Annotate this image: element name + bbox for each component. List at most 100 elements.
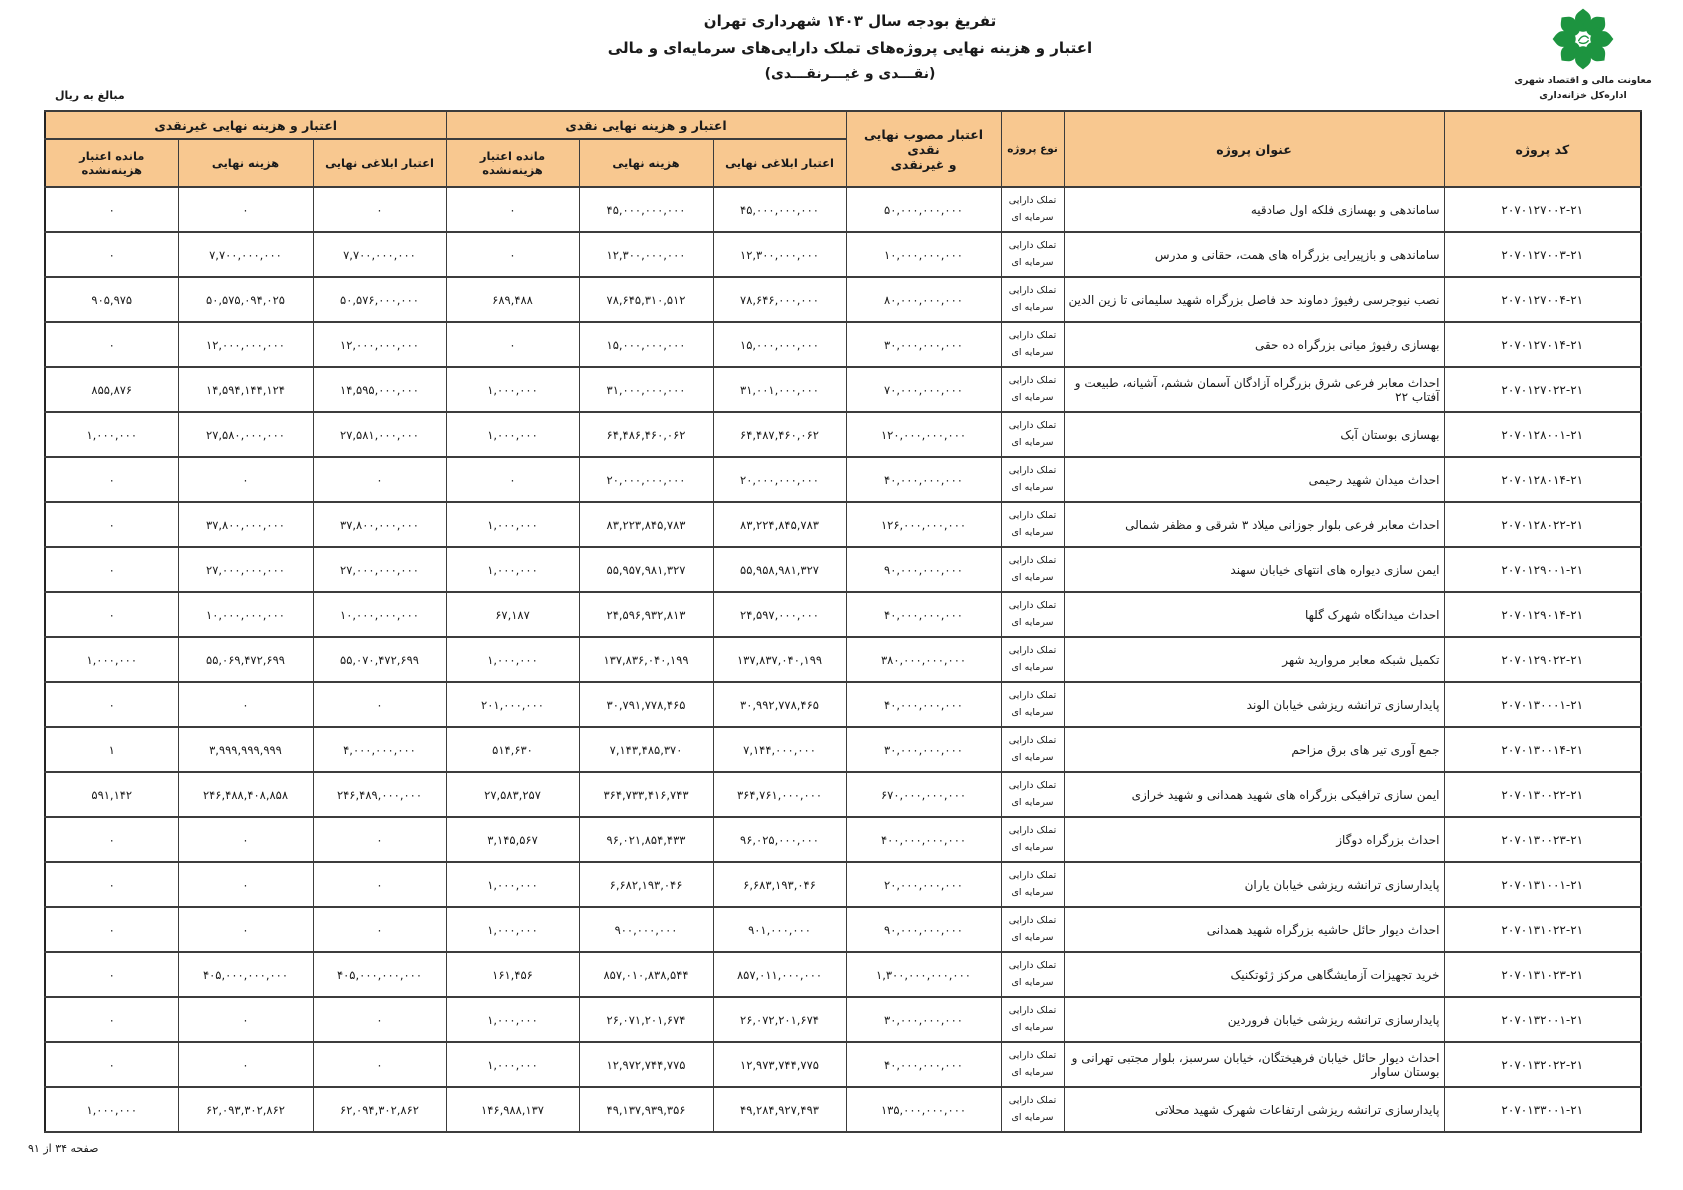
noncash-cost-cell: ۰ <box>177 186 314 233</box>
cash-allocated-cell: ۸۳,۲۲۴,۸۴۵,۷۸۳ <box>712 501 847 548</box>
cash-remaining-cell: ۱۶۱,۴۵۶ <box>445 951 580 998</box>
cash-allocated-cell: ۱۵,۰۰۰,۰۰۰,۰۰۰ <box>712 321 847 368</box>
noncash-allocated-cell: ۳۷,۸۰۰,۰۰۰,۰۰۰ <box>312 501 447 548</box>
cash-remaining-cell: ۶۸۹,۴۸۸ <box>445 276 580 323</box>
cash-cost-cell: ۱۵,۰۰۰,۰۰۰,۰۰۰ <box>578 321 714 368</box>
cash-remaining-cell: ۱,۰۰۰,۰۰۰ <box>445 501 580 548</box>
table-body: ۲۰۷۰۱۲۷۰۰۲-۲۱ ساماندهی و بهسازی فلکه اول… <box>44 186 1642 1133</box>
header-project-type: نوع پروژه <box>1000 110 1065 188</box>
cash-allocated-cell: ۱۲,۳۰۰,۰۰۰,۰۰۰ <box>712 231 847 278</box>
cash-remaining-cell: ۱,۰۰۰,۰۰۰ <box>445 906 580 953</box>
project-row: ۲۰۷۰۱۲۹۰۱۴-۲۱ احداث میدانگاه شهرک گلها ت… <box>44 591 1642 638</box>
noncash-remaining-cell: ۰ <box>44 321 179 368</box>
approved-credit-cell: ۱۲۰,۰۰۰,۰۰۰,۰۰۰ <box>845 411 1002 458</box>
cash-cost-cell: ۹۰۰,۰۰۰,۰۰۰ <box>578 906 714 953</box>
cash-allocated-cell: ۲۶,۰۷۲,۲۰۱,۶۷۴ <box>712 996 847 1043</box>
approved-credit-cell: ۲۰,۰۰۰,۰۰۰,۰۰۰ <box>845 861 1002 908</box>
approved-credit-cell: ۵۰,۰۰۰,۰۰۰,۰۰۰ <box>845 186 1002 233</box>
header-noncash-unspent-remaining: مانده اعتبار هزینه‌نشده <box>44 138 179 188</box>
approved-credit-cell: ۹۰,۰۰۰,۰۰۰,۰۰۰ <box>845 546 1002 593</box>
project-row: ۲۰۷۰۱۳۲۰۲۲-۲۱ احداث دیوار حائل خیابان فر… <box>44 1041 1642 1088</box>
cash-allocated-cell: ۸۵۷,۰۱۱,۰۰۰,۰۰۰ <box>712 951 847 998</box>
approved-credit-cell: ۱۰,۰۰۰,۰۰۰,۰۰۰ <box>845 231 1002 278</box>
noncash-cost-cell: ۲۴۶,۴۸۸,۴۰۸,۸۵۸ <box>177 771 314 818</box>
project-type-line2: سرمایه ای <box>1011 1066 1054 1078</box>
project-row: ۲۰۷۰۱۲۷۰۰۴-۲۱ نصب نیوجرسی رفیوژ دماوند ح… <box>44 276 1642 323</box>
project-type-cell: تملک دارایی سرمایه ای <box>1000 726 1065 773</box>
project-row: ۲۰۷۰۱۲۷۰۰۳-۲۱ ساماندهی و بازپیرایی بزرگر… <box>44 231 1642 278</box>
noncash-cost-cell: ۲۷,۰۰۰,۰۰۰,۰۰۰ <box>177 546 314 593</box>
project-type-line2: سرمایه ای <box>1011 796 1054 808</box>
noncash-cost-cell: ۰ <box>177 861 314 908</box>
noncash-cost-cell: ۱۴,۵۹۴,۱۴۴,۱۲۴ <box>177 366 314 413</box>
cash-remaining-cell: ۱۴۶,۹۸۸,۱۳۷ <box>445 1086 580 1133</box>
project-type-line2: سرمایه ای <box>1011 976 1054 988</box>
cash-remaining-cell: ۶۷,۱۸۷ <box>445 591 580 638</box>
project-type-cell: تملک دارایی سرمایه ای <box>1000 591 1065 638</box>
noncash-allocated-cell: ۰ <box>312 1041 447 1088</box>
cash-cost-cell: ۳۰,۷۹۱,۷۷۸,۴۶۵ <box>578 681 714 728</box>
cash-remaining-cell: ۱,۰۰۰,۰۰۰ <box>445 636 580 683</box>
noncash-allocated-cell: ۶۲,۰۹۴,۳۰۲,۸۶۲ <box>312 1086 447 1133</box>
project-type-line2: سرمایه ای <box>1011 346 1054 358</box>
project-row: ۲۰۷۰۱۳۱۰۰۱-۲۱ پایدارسازی ترانشه ریزشی خی… <box>44 861 1642 908</box>
noncash-allocated-cell: ۴۰۵,۰۰۰,۰۰۰,۰۰۰ <box>312 951 447 998</box>
noncash-remaining-cell: ۰ <box>44 906 179 953</box>
project-code-cell: ۲۰۷۰۱۳۱۰۰۱-۲۱ <box>1443 861 1642 908</box>
project-type-line2: سرمایه ای <box>1011 436 1054 448</box>
cash-allocated-cell: ۲۰,۰۰۰,۰۰۰,۰۰۰ <box>712 456 847 503</box>
noncash-cost-cell: ۳,۹۹۹,۹۹۹,۹۹۹ <box>177 726 314 773</box>
cash-cost-cell: ۶۴,۴۸۶,۴۶۰,۰۶۲ <box>578 411 714 458</box>
project-code-cell: ۲۰۷۰۱۳۲۰۰۱-۲۱ <box>1443 996 1642 1043</box>
cash-cost-cell: ۷,۱۴۳,۴۸۵,۳۷۰ <box>578 726 714 773</box>
project-type-cell: تملک دارایی سرمایه ای <box>1000 546 1065 593</box>
noncash-allocated-cell: ۱۴,۵۹۵,۰۰۰,۰۰۰ <box>312 366 447 413</box>
cash-allocated-cell: ۶,۶۸۳,۱۹۳,۰۴۶ <box>712 861 847 908</box>
cash-cost-cell: ۸۵۷,۰۱۰,۸۳۸,۵۴۴ <box>578 951 714 998</box>
project-type-line2: سرمایه ای <box>1011 526 1054 538</box>
cash-allocated-cell: ۱۲,۹۷۳,۷۴۴,۷۷۵ <box>712 1041 847 1088</box>
project-type-cell: تملک دارایی سرمایه ای <box>1000 996 1065 1043</box>
approved-credit-cell: ۱۳۵,۰۰۰,۰۰۰,۰۰۰ <box>845 1086 1002 1133</box>
noncash-allocated-cell: ۲۴۶,۴۸۹,۰۰۰,۰۰۰ <box>312 771 447 818</box>
project-row: ۲۰۷۰۱۲۹۰۰۱-۲۱ ایمن سازی دیواره های انتها… <box>44 546 1642 593</box>
cash-remaining-cell: ۱,۰۰۰,۰۰۰ <box>445 996 580 1043</box>
cash-remaining-cell: ۱,۰۰۰,۰۰۰ <box>445 861 580 908</box>
noncash-allocated-cell: ۰ <box>312 681 447 728</box>
project-type-line1: تملک دارایی <box>1008 870 1057 882</box>
table-header: کد پروژه عنوان پروژه نوع پروژه اعتبار مص… <box>44 110 1642 188</box>
cash-cost-cell: ۷۸,۶۴۵,۳۱۰,۵۱۲ <box>578 276 714 323</box>
cash-allocated-cell: ۵۵,۹۵۸,۹۸۱,۳۲۷ <box>712 546 847 593</box>
noncash-allocated-cell: ۷,۷۰۰,۰۰۰,۰۰۰ <box>312 231 447 278</box>
cash-allocated-cell: ۳۰,۹۹۲,۷۷۸,۴۶۵ <box>712 681 847 728</box>
project-type-line1: تملک دارایی <box>1008 420 1057 432</box>
noncash-allocated-cell: ۱۰,۰۰۰,۰۰۰,۰۰۰ <box>312 591 447 638</box>
noncash-allocated-cell: ۰ <box>312 456 447 503</box>
project-type-cell: تملک دارایی سرمایه ای <box>1000 321 1065 368</box>
cash-cost-cell: ۲۶,۰۷۱,۲۰۱,۶۷۴ <box>578 996 714 1043</box>
approved-credit-cell: ۶۷۰,۰۰۰,۰۰۰,۰۰۰ <box>845 771 1002 818</box>
project-title-cell: نصب نیوجرسی رفیوژ دماوند حد فاصل بزرگراه… <box>1063 276 1445 323</box>
project-title-cell: بهسازی رفیوژ میانی بزرگراه ده حقی <box>1063 321 1445 368</box>
project-type-line2: سرمایه ای <box>1011 841 1054 853</box>
project-title-cell: بهسازی بوستان آبک <box>1063 411 1445 458</box>
noncash-allocated-cell: ۵۵,۰۷۰,۴۷۲,۶۹۹ <box>312 636 447 683</box>
noncash-remaining-cell: ۰ <box>44 591 179 638</box>
project-type-line2: سرمایه ای <box>1011 391 1054 403</box>
cash-remaining-cell: ۳,۱۴۵,۵۶۷ <box>445 816 580 863</box>
project-type-cell: تملک دارایی سرمایه ای <box>1000 456 1065 503</box>
cash-remaining-cell: ۲۷,۵۸۳,۲۵۷ <box>445 771 580 818</box>
project-type-cell: تملک دارایی سرمایه ای <box>1000 1041 1065 1088</box>
noncash-cost-cell: ۴۰۵,۰۰۰,۰۰۰,۰۰۰ <box>177 951 314 998</box>
noncash-allocated-cell: ۵۰,۵۷۶,۰۰۰,۰۰۰ <box>312 276 447 323</box>
cash-remaining-cell: ۰ <box>445 231 580 278</box>
project-type-line2: سرمایه ای <box>1011 661 1054 673</box>
project-row: ۲۰۷۰۱۲۸۰۰۱-۲۱ بهسازی بوستان آبک تملک دار… <box>44 411 1642 458</box>
approved-credit-cell: ۴۰,۰۰۰,۰۰۰,۰۰۰ <box>845 456 1002 503</box>
noncash-cost-cell: ۰ <box>177 816 314 863</box>
cash-cost-cell: ۳۱,۰۰۰,۰۰۰,۰۰۰ <box>578 366 714 413</box>
project-type-line1: تملک دارایی <box>1008 825 1057 837</box>
noncash-allocated-cell: ۰ <box>312 186 447 233</box>
header-noncash-group: اعتبار و هزینه نهایی غیرنقدی <box>44 110 447 140</box>
